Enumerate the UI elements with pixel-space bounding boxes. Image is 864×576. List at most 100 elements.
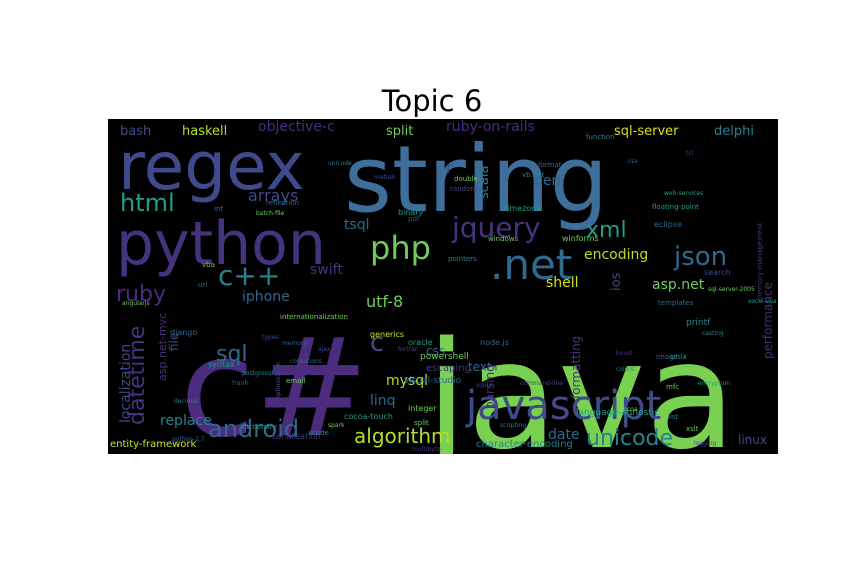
word-datetime: datetime	[125, 326, 150, 425]
word-int: int	[214, 205, 223, 213]
word-php: php	[370, 229, 431, 267]
word-command-line: command-line	[520, 380, 563, 387]
word-unicode: unicode	[586, 426, 673, 451]
word-integer: integer	[408, 404, 437, 413]
word-asp-net: asp.net	[652, 277, 705, 293]
word-list: list	[668, 413, 679, 421]
word-image: image	[656, 353, 678, 361]
word-haskell: haskell	[182, 124, 227, 139]
word-encryption: encryption	[698, 380, 730, 387]
word-file: file	[167, 333, 181, 351]
word-angularjs: angularjs	[122, 300, 150, 307]
word-cocoa-touch: cocoa-touch	[344, 412, 393, 421]
word-internationalization: internationalization	[280, 313, 348, 321]
word-bash: bash	[120, 124, 151, 139]
word-xml: xml	[586, 218, 627, 243]
word-ruby-on-rails: ruby-on-rails	[446, 119, 535, 135]
word-string: string	[344, 126, 608, 233]
word-optimization: optimization	[275, 361, 282, 399]
word-split: split	[386, 124, 413, 139]
word-reflection: reflection	[266, 199, 299, 207]
word-c: c#	[180, 310, 369, 454]
word-hash: hash	[232, 379, 249, 387]
word-binary: binary	[398, 208, 424, 217]
word-unicode: unicode	[328, 160, 352, 167]
word-eclipse: eclipse	[654, 220, 682, 229]
word-powershell: powershell	[420, 352, 469, 362]
word-types: types	[262, 334, 279, 341]
word-serialization: serialization	[272, 432, 320, 441]
word-performance: performance	[761, 282, 775, 359]
word-iphone: iphone	[242, 289, 290, 305]
word-boost: boost	[616, 350, 633, 357]
word-sql-server-2005: sql-server-2005	[708, 286, 755, 293]
word-linq: linq	[370, 393, 396, 409]
word-fortran: fortran	[398, 346, 419, 353]
word-jquery: jquery	[451, 211, 541, 244]
word-printf: printf	[686, 318, 711, 328]
word-email: email	[286, 377, 305, 385]
word-sql: sql	[216, 342, 248, 367]
word-search: search	[704, 268, 731, 277]
word-pointers: pointers	[448, 255, 477, 263]
word-shell: shell	[546, 275, 579, 291]
word-vba: vba	[202, 261, 215, 269]
word-sql-server: sql-server	[614, 124, 679, 139]
word-json: json	[673, 242, 727, 272]
word-localization: localization	[118, 344, 134, 423]
word-net: .net	[490, 240, 572, 289]
word-escaping: escaping	[426, 363, 471, 374]
word-pdf: pdf	[408, 215, 420, 223]
word-ruby: ruby	[116, 282, 166, 307]
word-casting: casting	[702, 330, 724, 337]
word-cloud: java c# string regex python javascript .net php…	[108, 119, 778, 454]
word-random: random	[450, 185, 477, 193]
word-uri: uri	[198, 281, 207, 289]
word-collections: collections	[290, 358, 322, 365]
word-python: python	[116, 209, 326, 279]
word-node-js: node.js	[480, 338, 509, 347]
word-csv: csv	[628, 158, 638, 165]
word-dictionary: dictionary	[242, 423, 277, 431]
word-formatting: formatting	[569, 336, 583, 399]
word-batch-file: batch-file	[256, 210, 285, 217]
word-ajax: ajax	[318, 346, 331, 353]
word-delphi: delphi	[714, 124, 754, 139]
word-postgresql: postgresql	[242, 370, 274, 377]
word-double: double	[454, 175, 478, 183]
word-memory: memory	[282, 340, 308, 347]
word-decimal: decimal	[174, 398, 198, 405]
word-templates: templates	[658, 299, 694, 307]
word-android: android	[208, 415, 299, 443]
word-time: time	[684, 397, 700, 405]
word-floating-point: floating-point	[652, 203, 699, 211]
word-character-encoding: character-encoding	[476, 439, 573, 450]
word-generics: generics	[370, 330, 404, 339]
word-syntax: syntax	[208, 360, 235, 369]
word-c: c	[370, 328, 384, 358]
word-mysql: mysql	[386, 373, 428, 389]
word-vb-net: vb.net	[522, 171, 545, 179]
word-encoding: encoding	[584, 247, 648, 263]
word-function: function	[586, 133, 615, 141]
word-winforms: winforms	[562, 234, 599, 243]
word-timezone: timezone	[504, 204, 541, 213]
word-text: text	[468, 360, 492, 374]
word-django: django	[170, 328, 197, 337]
word-asp-net-mvc: asp.net-mvc	[156, 313, 169, 381]
word-r: r	[446, 158, 453, 177]
word-linux: linux	[738, 433, 767, 447]
word-entity-framework: entity-framework	[110, 439, 197, 450]
word-parsing: parsing	[483, 364, 497, 409]
word-javascript: javascript	[465, 383, 661, 429]
word-oracle: oracle	[408, 338, 433, 347]
word-multibyte: multibyte	[412, 446, 441, 453]
word-tsql: tsql	[344, 217, 370, 233]
word-spark: spark	[328, 422, 345, 429]
word-web-services: web-services	[664, 190, 703, 197]
word-html: html	[120, 189, 175, 217]
figure-title: Topic 6	[381, 84, 483, 118]
word-replace: replace	[160, 413, 212, 429]
word-language-agnostic: language-agnostic	[576, 408, 659, 418]
